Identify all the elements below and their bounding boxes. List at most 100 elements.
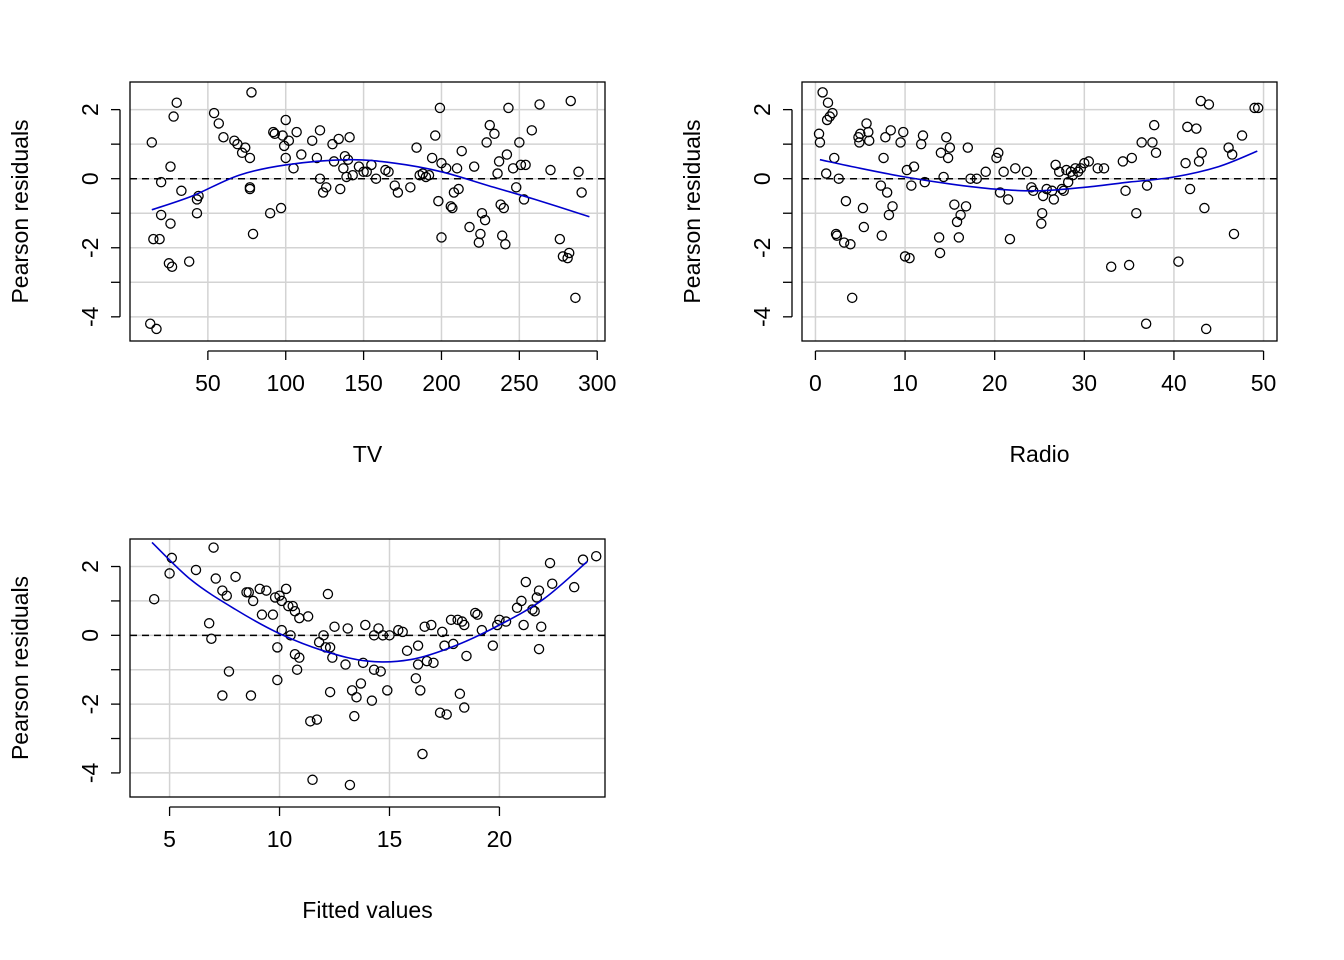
data-point bbox=[166, 261, 178, 273]
data-point bbox=[1148, 119, 1160, 131]
data-point bbox=[347, 169, 358, 181]
y-tick-label: -2 bbox=[77, 694, 103, 714]
data-point bbox=[392, 187, 404, 198]
data-point bbox=[357, 657, 369, 669]
data-point bbox=[1193, 156, 1205, 167]
data-point bbox=[518, 194, 530, 205]
data-point bbox=[1036, 218, 1047, 229]
data-point bbox=[479, 214, 491, 226]
data-point bbox=[291, 126, 302, 138]
data-point bbox=[317, 187, 329, 198]
data-point bbox=[246, 87, 257, 98]
data-point bbox=[1173, 256, 1184, 267]
data-point bbox=[148, 593, 160, 605]
data-point bbox=[382, 685, 393, 696]
data-point bbox=[993, 147, 1004, 159]
data-point bbox=[277, 130, 288, 141]
data-point bbox=[854, 137, 865, 148]
data-point bbox=[520, 576, 532, 588]
data-point bbox=[821, 114, 833, 126]
data-point bbox=[213, 118, 225, 129]
y-tick-label: 2 bbox=[77, 560, 103, 573]
data-point bbox=[544, 557, 556, 569]
data-point bbox=[456, 145, 467, 157]
data-point bbox=[275, 202, 287, 214]
data-point bbox=[1126, 152, 1138, 164]
data-point bbox=[1120, 185, 1131, 197]
x-tick-label: 100 bbox=[267, 370, 305, 396]
data-point bbox=[421, 655, 433, 667]
data-point bbox=[965, 173, 976, 184]
data-point bbox=[426, 152, 438, 164]
y-axis-title: Pearson residuals bbox=[7, 119, 33, 303]
data-point bbox=[824, 111, 836, 122]
data-point bbox=[953, 232, 965, 243]
data-point bbox=[417, 748, 428, 760]
data-point bbox=[344, 779, 356, 791]
data-point bbox=[1191, 123, 1202, 134]
data-point bbox=[346, 685, 358, 696]
data-point bbox=[514, 137, 525, 148]
data-point bbox=[441, 709, 452, 720]
plot-frame bbox=[801, 81, 1278, 342]
data-point bbox=[1070, 163, 1081, 174]
data-point bbox=[268, 126, 279, 138]
data-point bbox=[247, 228, 259, 240]
data-point bbox=[493, 156, 505, 167]
data-point bbox=[245, 690, 257, 701]
data-point bbox=[267, 609, 279, 620]
data-point bbox=[306, 135, 318, 146]
data-point bbox=[565, 95, 576, 107]
data-point bbox=[217, 690, 228, 701]
data-point bbox=[417, 168, 429, 179]
data-point bbox=[168, 111, 179, 122]
data-point bbox=[269, 128, 281, 140]
data-point bbox=[971, 173, 983, 184]
data-point bbox=[534, 99, 545, 110]
data-point bbox=[829, 152, 840, 164]
data-point bbox=[191, 207, 203, 219]
data-point bbox=[1075, 163, 1086, 174]
data-point bbox=[576, 187, 587, 198]
data-point bbox=[243, 587, 254, 598]
scatter-panel-3: 5 10 15 20 -4 -2 0 2 Fitted values Pearson residu… bbox=[7, 538, 606, 923]
data-point bbox=[500, 616, 512, 627]
data-point bbox=[468, 161, 480, 172]
data-point bbox=[254, 583, 265, 595]
data-point bbox=[274, 590, 285, 602]
data-point bbox=[280, 583, 292, 595]
data-point bbox=[1131, 207, 1142, 219]
data-point bbox=[1021, 166, 1033, 178]
data-point bbox=[526, 125, 538, 136]
data-point bbox=[459, 702, 470, 713]
x-axis-title: Radio bbox=[1009, 441, 1069, 467]
data-point bbox=[476, 207, 488, 219]
data-point bbox=[938, 171, 949, 183]
data-point bbox=[520, 159, 531, 171]
data-point bbox=[377, 630, 389, 641]
data-point bbox=[489, 128, 500, 140]
data-point bbox=[358, 166, 369, 178]
data-point bbox=[410, 673, 422, 684]
data-point bbox=[500, 239, 511, 250]
data-point bbox=[342, 623, 353, 634]
data-point bbox=[340, 659, 351, 670]
data-point bbox=[1079, 157, 1090, 169]
data-point bbox=[1150, 147, 1162, 159]
x-tick-label: 0 bbox=[809, 370, 822, 396]
data-point bbox=[280, 114, 291, 126]
data-point bbox=[960, 201, 972, 212]
data-point bbox=[944, 142, 956, 153]
data-point bbox=[899, 251, 911, 262]
data-point bbox=[487, 640, 499, 651]
data-point bbox=[436, 232, 447, 243]
data-point bbox=[908, 161, 920, 172]
data-point bbox=[535, 621, 547, 632]
data-point bbox=[434, 102, 446, 114]
data-point bbox=[845, 239, 856, 250]
data-point bbox=[562, 252, 573, 264]
data-point bbox=[287, 600, 298, 612]
data-point bbox=[1249, 102, 1260, 114]
data-point bbox=[433, 195, 444, 207]
data-point bbox=[247, 595, 259, 607]
